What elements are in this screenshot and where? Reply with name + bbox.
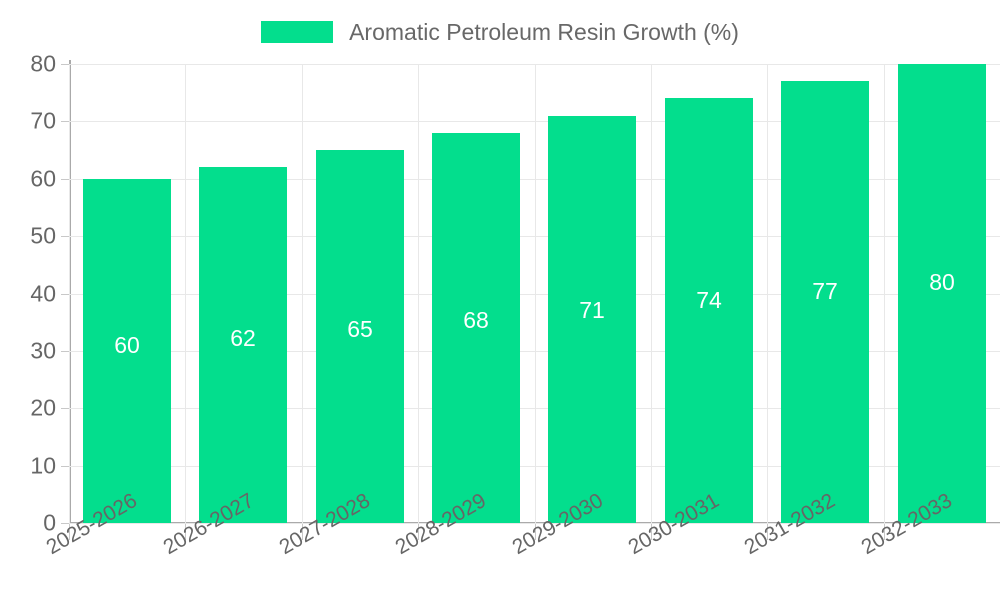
gridline-vertical bbox=[884, 64, 885, 523]
x-axis-tick-mark bbox=[651, 524, 652, 540]
x-axis-tick-mark bbox=[69, 524, 70, 540]
gridline-horizontal bbox=[69, 350, 1000, 352]
y-axis-tick-mark bbox=[61, 523, 69, 524]
y-axis-tick-mark bbox=[61, 121, 69, 122]
bar-value-label: 68 bbox=[463, 306, 489, 333]
gridline-vertical bbox=[302, 64, 303, 523]
gridline-vertical bbox=[69, 64, 70, 523]
gridline-vertical bbox=[418, 64, 419, 523]
gridline-horizontal bbox=[69, 293, 1000, 295]
y-axis-tick-label: 30 bbox=[30, 337, 56, 364]
gridline-horizontal bbox=[69, 523, 1000, 524]
legend-label[interactable]: Aromatic Petroleum Resin Growth (%) bbox=[349, 18, 739, 45]
bar-value-label: 77 bbox=[812, 278, 838, 305]
gridline-horizontal bbox=[69, 121, 1000, 123]
bar-value-label: 71 bbox=[579, 296, 605, 323]
bar-value-label: 80 bbox=[929, 269, 955, 295]
bar-value-label: 74 bbox=[696, 287, 722, 314]
y-axis-line bbox=[69, 60, 71, 524]
x-axis-tick-mark bbox=[535, 524, 536, 540]
y-axis-tick-label: 70 bbox=[30, 107, 56, 134]
gridline-horizontal bbox=[69, 408, 1000, 410]
y-axis-tick-label: 60 bbox=[30, 165, 56, 192]
y-axis-tick-label: 40 bbox=[30, 280, 56, 306]
y-axis-tick-label: 80 bbox=[30, 50, 56, 77]
y-axis-tick-mark bbox=[61, 64, 69, 65]
x-axis-tick-mark bbox=[185, 524, 186, 540]
y-axis-tick-mark bbox=[61, 351, 69, 352]
chart-legend: Aromatic Petroleum Resin Growth (%) bbox=[0, 14, 1000, 50]
y-axis-tick-label: 20 bbox=[30, 394, 56, 421]
bar[interactable]: 65 bbox=[316, 150, 404, 523]
bar[interactable]: 71 bbox=[548, 115, 636, 523]
x-axis-tick-mark bbox=[418, 524, 419, 540]
bar-value-label: 60 bbox=[114, 331, 140, 358]
x-axis-tick-mark bbox=[884, 524, 885, 540]
plot-area: 60 62 65 68 71 74 77 80 bbox=[69, 64, 1000, 524]
y-axis-tick-mark bbox=[61, 466, 69, 467]
gridline-horizontal bbox=[69, 178, 1000, 180]
y-axis-tick-label: 50 bbox=[30, 222, 56, 249]
gridline-vertical bbox=[767, 64, 768, 523]
y-axis-tick-mark bbox=[61, 294, 69, 295]
bar[interactable]: 77 bbox=[781, 81, 869, 523]
gridline-horizontal bbox=[69, 465, 1000, 467]
y-axis-tick-label: 0 bbox=[43, 509, 56, 536]
y-axis-tick-mark bbox=[61, 236, 69, 237]
y-axis-tick-mark bbox=[61, 408, 69, 409]
bar[interactable]: 68 bbox=[432, 132, 520, 523]
gridline-vertical bbox=[651, 64, 652, 523]
bar[interactable]: 74 bbox=[665, 98, 753, 523]
y-axis-tick-label: 10 bbox=[30, 452, 56, 479]
bar[interactable]: 60 bbox=[83, 178, 171, 523]
bar[interactable]: 80 bbox=[898, 64, 986, 523]
gridline-vertical bbox=[535, 64, 536, 523]
gridline-horizontal bbox=[69, 236, 1000, 238]
legend-color-swatch[interactable] bbox=[261, 21, 334, 43]
bar-value-label: 65 bbox=[347, 316, 373, 343]
x-axis-tick-mark bbox=[767, 524, 768, 540]
bar-value-label: 62 bbox=[230, 325, 256, 352]
gridline-horizontal bbox=[69, 64, 1000, 65]
x-axis-tick-mark bbox=[302, 524, 303, 540]
y-axis-tick-mark bbox=[61, 179, 69, 180]
gridline-vertical bbox=[185, 64, 186, 523]
bar[interactable]: 62 bbox=[199, 167, 287, 523]
